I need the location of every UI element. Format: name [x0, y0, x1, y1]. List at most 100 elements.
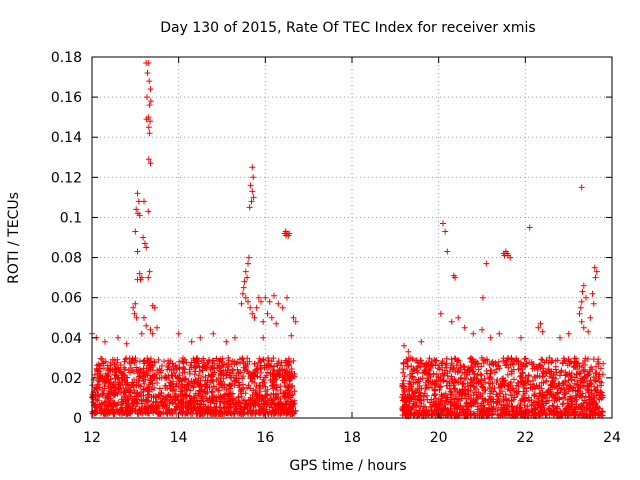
- data-point: [130, 368, 137, 375]
- data-point: [551, 396, 558, 403]
- data-point: [138, 330, 145, 337]
- data-point: [273, 384, 280, 391]
- data-point: [253, 391, 260, 397]
- data-point: [417, 376, 424, 383]
- data-point: [133, 399, 140, 406]
- data-point: [594, 384, 601, 390]
- data-point: [487, 367, 494, 374]
- data-point: [147, 359, 154, 366]
- data-point: [288, 375, 295, 382]
- data-point: [152, 393, 159, 400]
- data-point: [291, 388, 298, 395]
- data-point: [474, 394, 481, 401]
- data-point: [475, 389, 482, 396]
- data-point: [435, 401, 442, 408]
- data-point: [198, 398, 205, 405]
- data-point: [491, 369, 498, 376]
- grid-lines: [92, 57, 612, 418]
- data-point: [595, 375, 602, 382]
- data-point: [537, 320, 544, 327]
- data-point: [271, 292, 277, 299]
- data-point: [197, 377, 204, 384]
- data-point: [431, 398, 438, 405]
- data-point: [172, 393, 179, 399]
- data-point: [207, 379, 214, 386]
- data-point: [121, 376, 128, 383]
- data-point: [129, 395, 136, 402]
- data-point: [245, 254, 252, 261]
- data-point: [250, 387, 257, 394]
- data-point: [120, 370, 127, 377]
- data-point: [145, 124, 152, 131]
- data-point: [595, 356, 602, 363]
- data-point: [188, 338, 195, 345]
- data-point: [523, 360, 530, 367]
- data-point: [401, 373, 408, 380]
- data-point: [146, 78, 153, 85]
- data-point: [437, 310, 444, 317]
- data-point: [238, 403, 245, 410]
- data-point: [442, 397, 449, 404]
- data-point: [413, 407, 420, 414]
- data-point: [488, 399, 495, 406]
- data-point: [209, 393, 216, 400]
- data-point: [519, 369, 526, 376]
- data-point: [137, 408, 144, 415]
- data-point: [421, 390, 428, 397]
- data-point: [156, 374, 163, 381]
- data-point: [268, 397, 275, 404]
- data-point: [217, 372, 224, 379]
- data-point: [455, 314, 462, 321]
- data-point: [590, 400, 597, 407]
- data-point: [191, 394, 197, 401]
- data-point: [535, 324, 542, 331]
- data-point: [529, 377, 536, 384]
- data-point: [110, 403, 117, 410]
- data-point: [255, 409, 262, 416]
- data-point: [195, 390, 202, 397]
- data-point: [260, 394, 267, 401]
- data-point: [531, 393, 538, 399]
- data-point: [400, 369, 406, 376]
- data-point: [468, 395, 475, 402]
- data-point: [513, 355, 520, 362]
- data-point: [467, 376, 474, 383]
- data-point: [90, 396, 97, 402]
- data-point: [600, 360, 607, 367]
- data-point: [143, 369, 150, 376]
- data-point: [143, 397, 150, 404]
- data-point: [411, 402, 418, 409]
- data-point: [268, 358, 275, 365]
- data-point: [467, 365, 474, 372]
- data-point: [259, 395, 266, 402]
- data-point: [433, 406, 439, 413]
- x-tick-label: 18: [343, 430, 361, 446]
- data-point: [453, 410, 460, 417]
- data-point: [459, 370, 466, 377]
- data-point: [514, 389, 520, 395]
- data-point: [234, 366, 241, 373]
- data-point: [545, 359, 552, 366]
- data-point: [163, 404, 170, 411]
- data-point: [174, 404, 181, 411]
- data-point: [232, 401, 239, 408]
- data-point: [515, 361, 522, 368]
- data-point: [134, 248, 141, 255]
- data-point: [579, 403, 586, 410]
- data-point: [251, 379, 258, 386]
- data-point: [427, 380, 434, 387]
- data-point: [504, 250, 511, 257]
- data-point: [94, 367, 101, 374]
- data-point: [449, 378, 456, 384]
- data-point: [578, 377, 585, 384]
- data-point: [589, 290, 596, 297]
- data-point: [553, 405, 560, 412]
- data-point: [146, 364, 153, 371]
- data-point: [210, 357, 216, 364]
- data-point: [223, 361, 230, 368]
- data-point: [143, 322, 150, 329]
- data-point: [497, 380, 504, 387]
- data-point: [582, 382, 588, 389]
- data-point: [543, 400, 550, 406]
